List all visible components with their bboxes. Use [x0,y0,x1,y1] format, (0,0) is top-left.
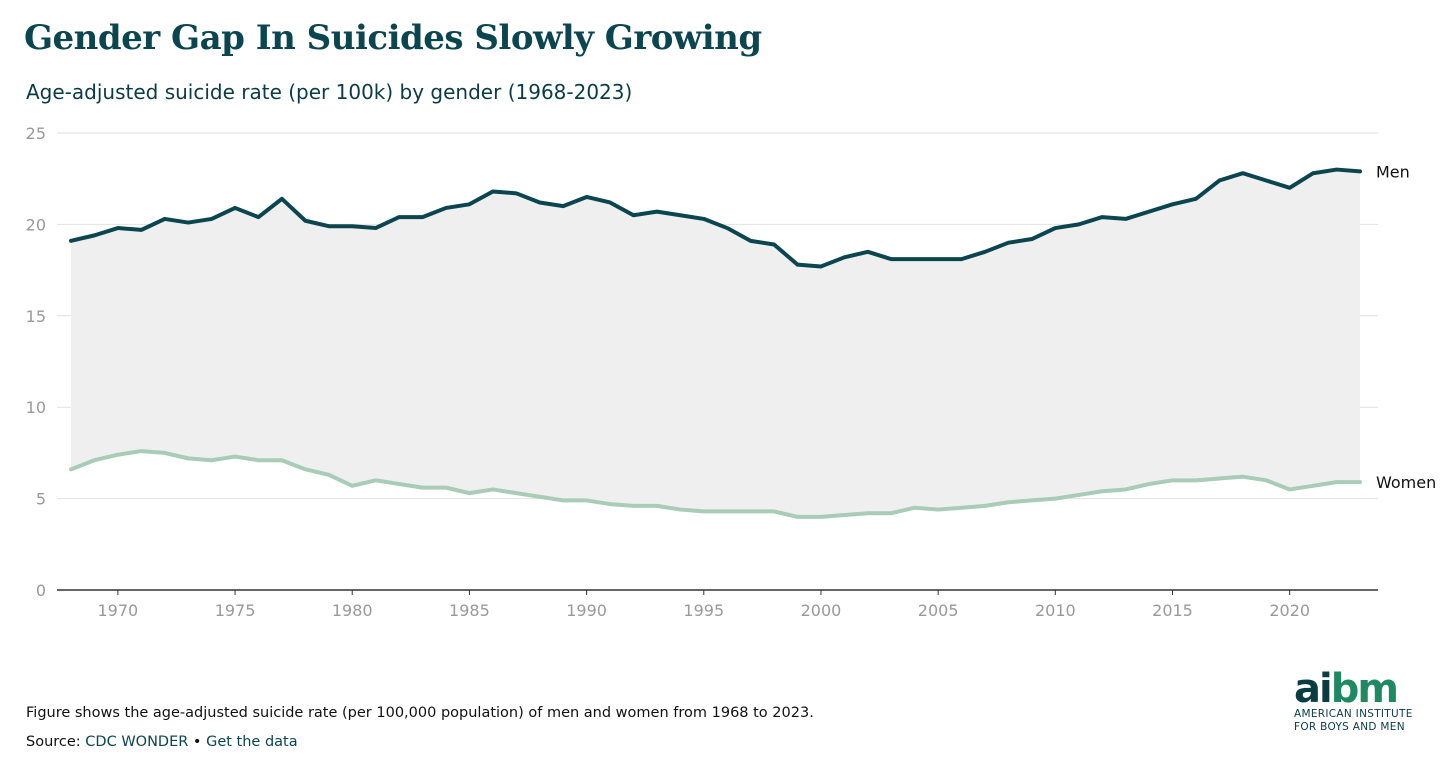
logo-word-a: ai [1294,666,1333,712]
source-line: Source: CDC WONDER • Get the data [26,734,298,750]
y-tick-label: 25 [26,124,46,143]
x-tick-label: 2005 [918,601,959,620]
x-tick-label: 1995 [683,601,724,620]
source-prefix: Source: [26,734,86,750]
y-tick-label: 20 [26,215,46,234]
cdc-wonder-link[interactable]: CDC WONDER [85,734,189,750]
x-tick-label: 2015 [1152,601,1193,620]
series-label-men: Men [1376,162,1410,181]
aibm-logo: aibm AMERICAN INSTITUTE FOR BOYS AND MEN [1294,669,1424,734]
y-tick-label: 15 [26,307,46,326]
y-tick-label: 5 [36,490,46,509]
y-tick-label: 0 [36,581,46,600]
chart-title: Gender Gap In Suicides Slowly Growing [24,18,762,58]
get-data-link[interactable]: Get the data [206,734,298,750]
separator: • [188,734,207,750]
figure-note: Figure shows the age-adjusted suicide ra… [26,705,814,721]
gap-area [71,169,1360,517]
x-tick-label: 2010 [1035,601,1076,620]
series-label-women: Women [1376,473,1436,492]
logo-word-b: bm [1330,666,1399,712]
x-tick-label: 2000 [801,601,842,620]
series-line-men [69,167,1362,269]
logo-line2: FOR BOYS AND MEN [1294,721,1405,733]
x-tick-label: 2020 [1269,601,1310,620]
x-tick-label: 1980 [332,601,373,620]
x-tick-label: 1970 [98,601,139,620]
series-line-women [69,449,1362,519]
y-tick-label: 10 [26,398,46,417]
x-tick-label: 1990 [566,601,607,620]
chart-subtitle: Age-adjusted suicide rate (per 100k) by … [26,80,633,104]
logo-line1: AMERICAN INSTITUTE [1294,708,1413,720]
x-tick-label: 1975 [215,601,256,620]
x-tick-label: 1985 [449,601,490,620]
